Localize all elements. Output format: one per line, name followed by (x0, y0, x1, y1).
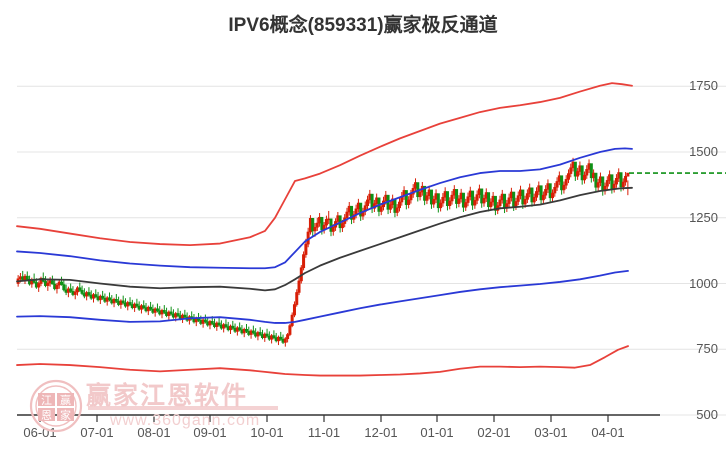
indicator-line (16, 82, 633, 247)
indicator-line (16, 270, 629, 324)
x-axis-tick-label: 01-01 (420, 425, 454, 440)
x-axis-tick-label: 07-01 (80, 425, 114, 440)
indicator-line (16, 147, 633, 270)
x-axis-tick-label: 11-01 (307, 425, 341, 440)
x-axis-tick-label: 04-01 (591, 425, 625, 440)
y-axis-tick-label: 500 (696, 407, 718, 422)
x-axis-tick-label: 06-01 (23, 425, 57, 440)
x-axis-tick-label: 03-01 (534, 425, 568, 440)
indicator-line (16, 186, 633, 292)
y-axis-tick-label: 1250 (689, 209, 718, 225)
page-title: IPV6概念(859331)赢家极反通道 (228, 15, 498, 36)
x-axis-tick-label: 09-01 (193, 425, 227, 440)
x-axis-tick-label: 10-01 (250, 425, 284, 440)
candlestick-series (16, 157, 630, 347)
y-axis-tick-label: 1000 (689, 275, 718, 291)
x-axis-tick-label: 12-01 (364, 425, 398, 440)
y-axis-tick-label: 1750 (689, 78, 718, 94)
y-axis-tick-label: 750 (696, 341, 718, 357)
x-axis-tick-label: 02-01 (477, 425, 511, 440)
y-axis-tick-label: 1500 (689, 144, 718, 160)
x-axis-tick-label: 08-01 (137, 425, 171, 440)
indicator-line (16, 345, 629, 377)
